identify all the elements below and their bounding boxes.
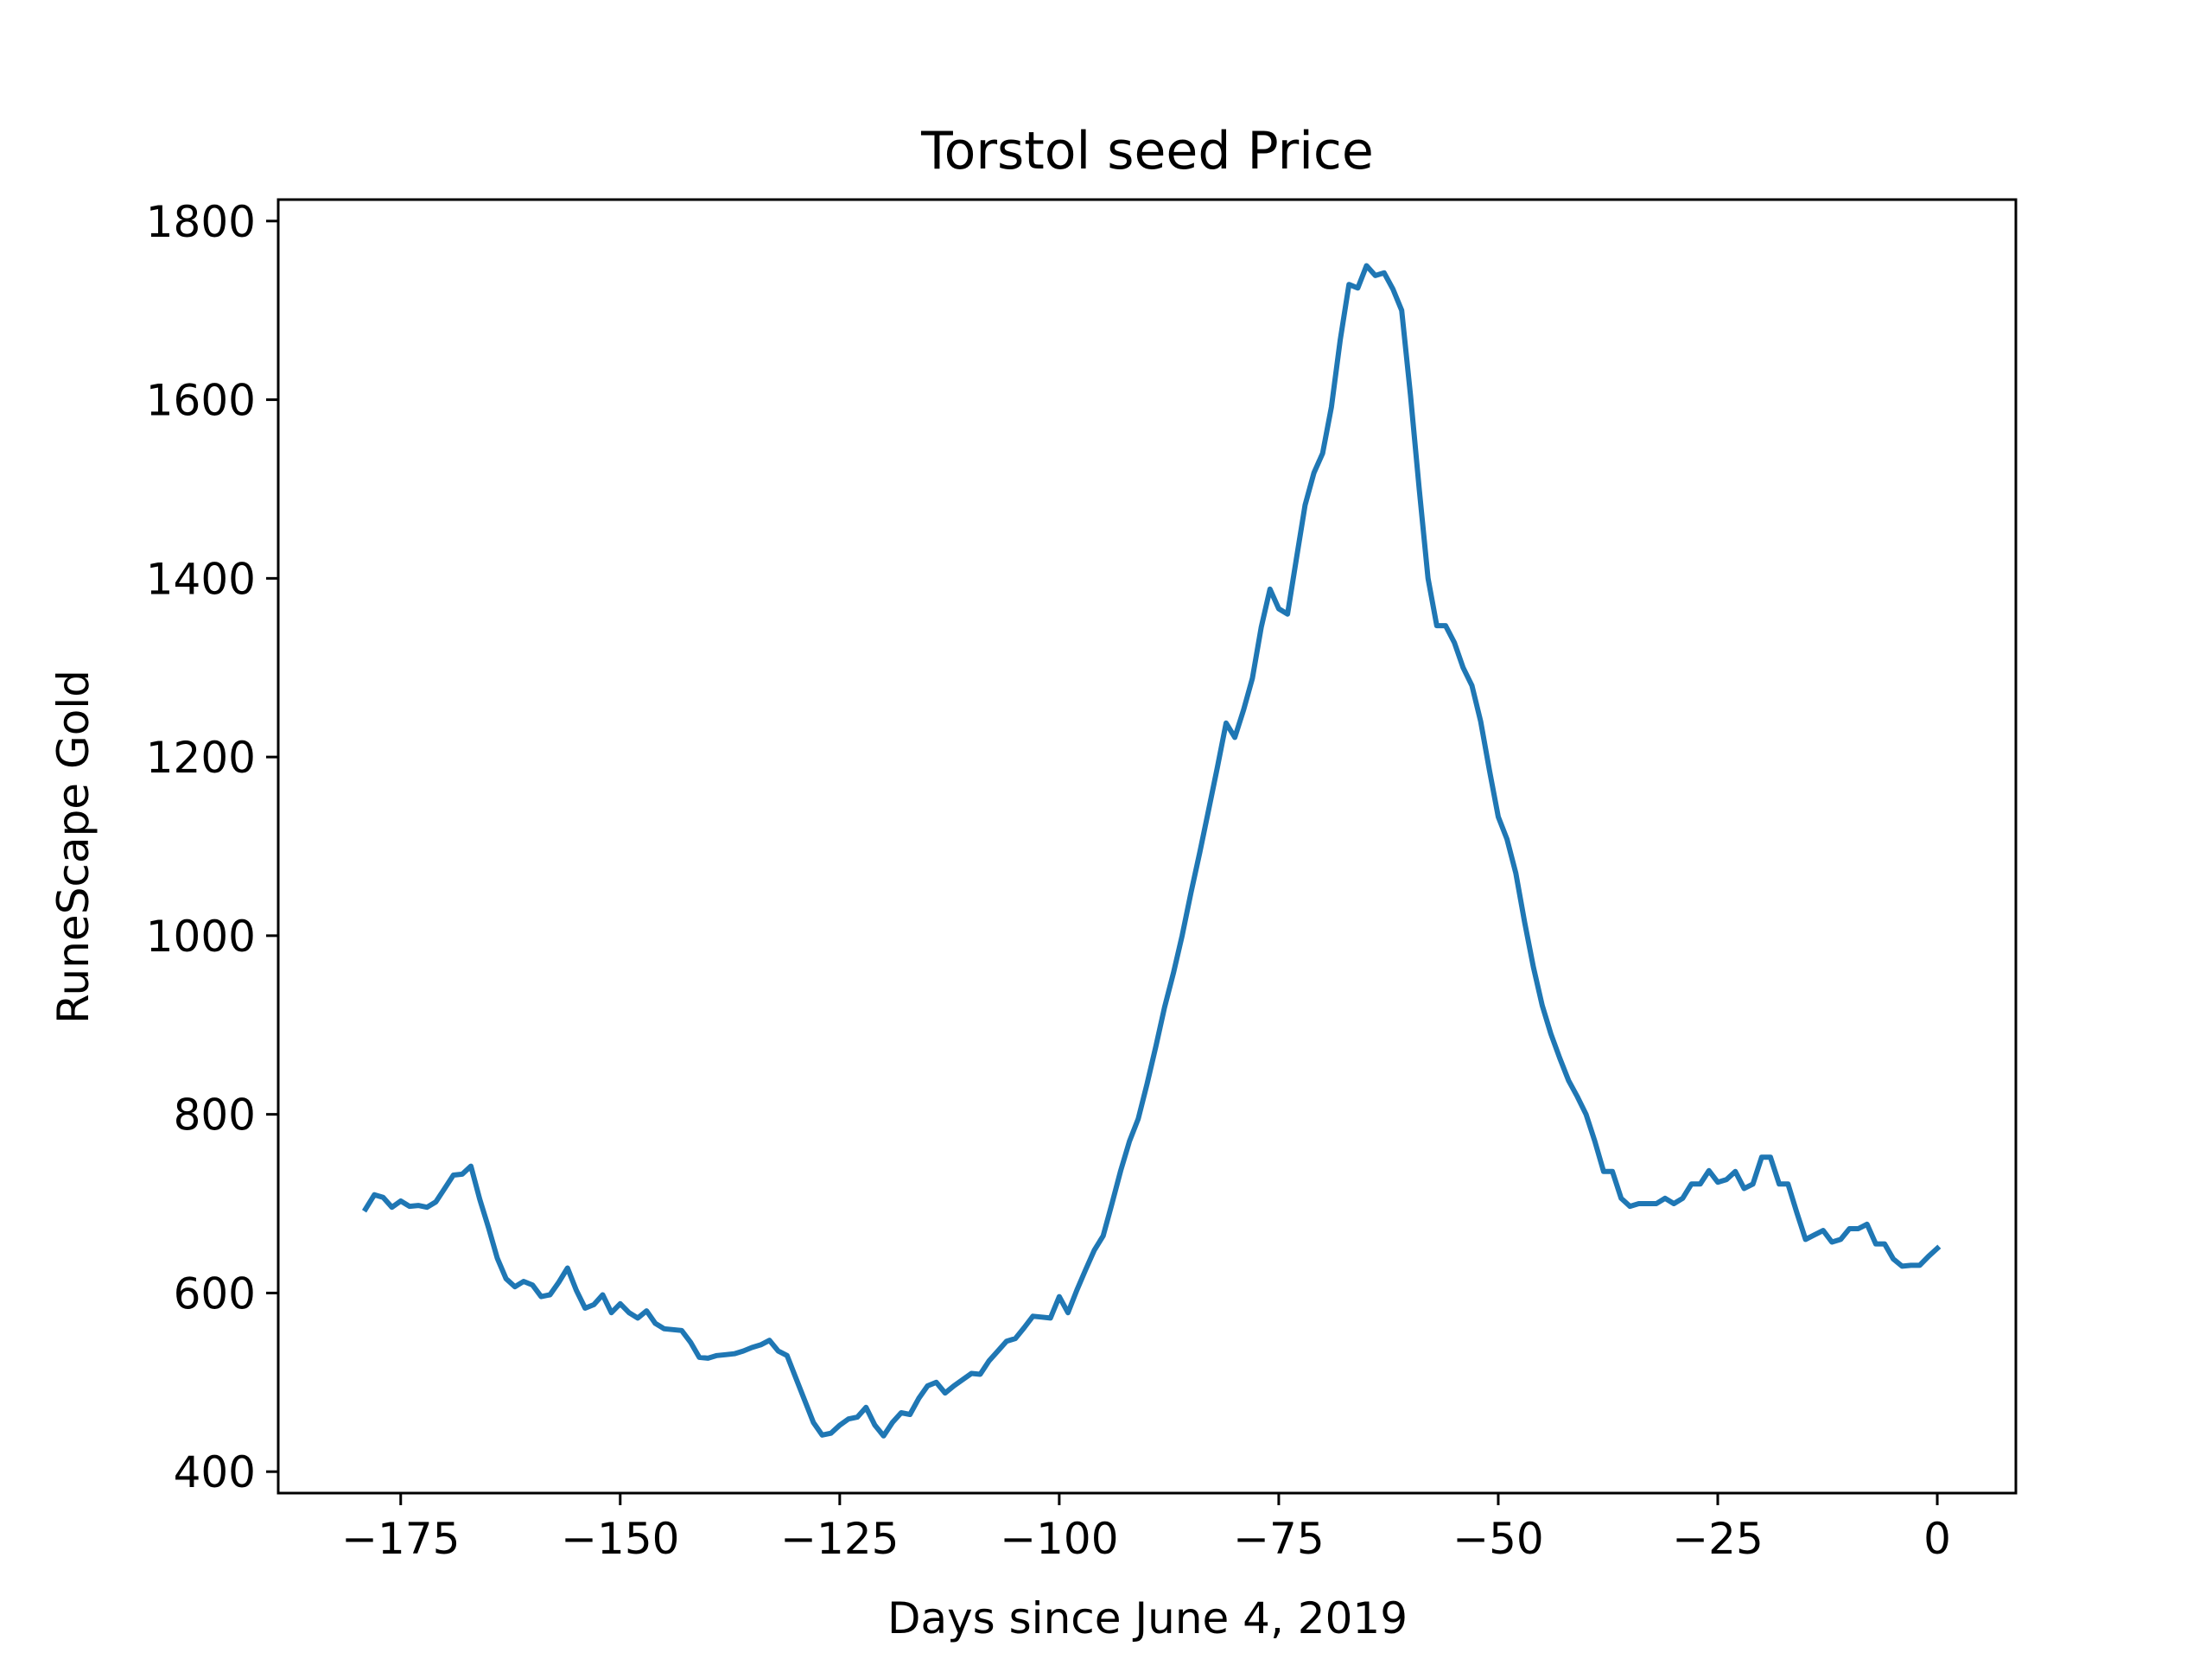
x-tick-label: 0 <box>1923 1514 1951 1564</box>
plot-area <box>361 263 1942 1439</box>
y-tick-label: 1400 <box>146 554 256 604</box>
y-tick-label: 800 <box>174 1090 256 1141</box>
x-tick-label: −25 <box>1672 1514 1764 1564</box>
x-tick-label: −125 <box>780 1514 899 1564</box>
x-tick-label: −150 <box>561 1514 679 1564</box>
x-tick-label: −100 <box>1000 1514 1118 1564</box>
y-tick-label: 400 <box>174 1447 256 1497</box>
y-tick-label: 1200 <box>146 733 256 783</box>
x-tick-label: −75 <box>1233 1514 1325 1564</box>
y-axis-label: RuneScape Gold <box>48 670 99 1024</box>
y-tick-label: 600 <box>174 1268 256 1319</box>
chart-title: Torstol seed Price <box>920 121 1374 181</box>
y-tick-label: 1600 <box>146 376 256 426</box>
x-tick-label: −175 <box>341 1514 460 1564</box>
series-line-torstol-seed-price <box>361 263 1942 1439</box>
y-tick-label: 1000 <box>146 912 256 962</box>
x-tick-label: −50 <box>1452 1514 1544 1564</box>
y-tick-label: 1800 <box>146 197 256 247</box>
plot-frame <box>276 198 2018 1495</box>
x-axis-label: Days since June 4, 2019 <box>887 1593 1408 1643</box>
y-axis-ticks: 400 600 800 1000 1200 1400 1600 1800 <box>146 197 278 1497</box>
x-axis-ticks: −175 −150 −125 −100 −75 −50 −25 0 <box>341 1493 1951 1564</box>
